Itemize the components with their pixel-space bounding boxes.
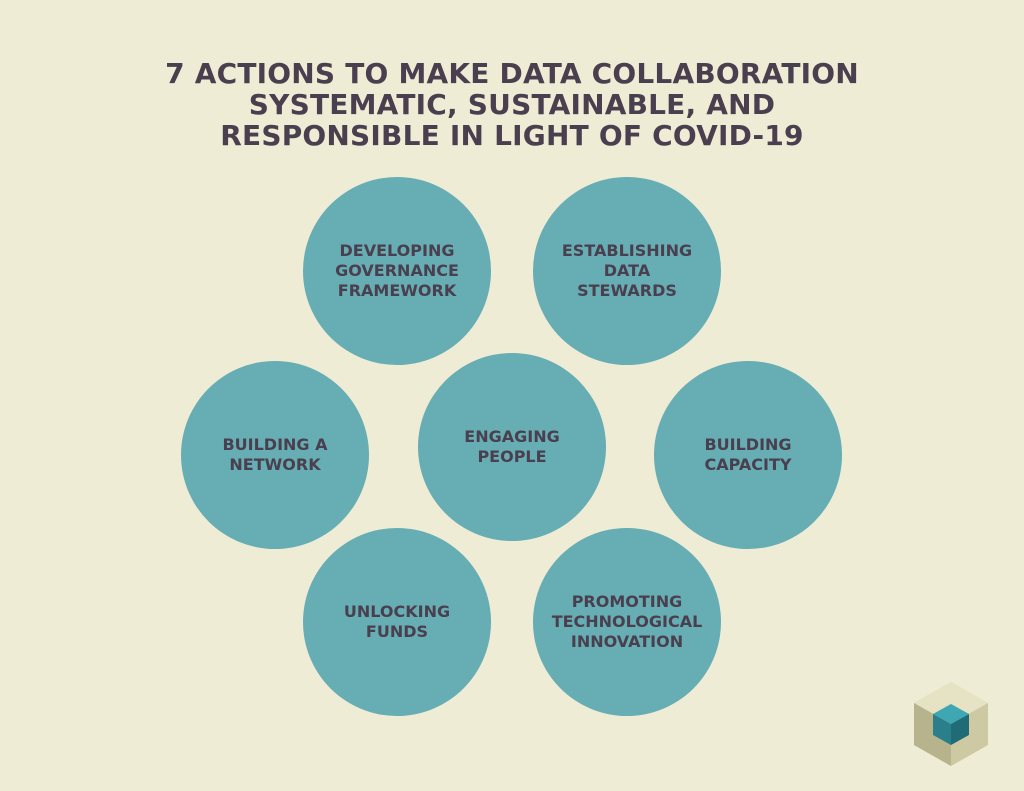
action-circle-building-capacity: BUILDING CAPACITY xyxy=(654,361,842,549)
action-circle-unlocking-funds: UNLOCKING FUNDS xyxy=(303,528,491,716)
action-label: PROMOTING TECHNOLOGICAL INNOVATION xyxy=(551,592,703,651)
action-circle-governance-framework: DEVELOPING GOVERNANCE FRAMEWORK xyxy=(303,177,491,365)
action-label: ESTABLISHING DATA STEWARDS xyxy=(561,241,693,300)
title-line-2: SYSTEMATIC, SUSTAINABLE, AND xyxy=(248,88,776,121)
action-circle-building-network: BUILDING A NETWORK xyxy=(181,361,369,549)
action-label: BUILDING CAPACITY xyxy=(704,435,792,474)
action-label: UNLOCKING FUNDS xyxy=(343,602,451,641)
action-circle-engaging-people: ENGAGING PEOPLE xyxy=(418,353,606,541)
page-title: 7 ACTIONS TO MAKE DATA COLLABORATION SYS… xyxy=(0,58,1024,151)
action-label: ENGAGING PEOPLE xyxy=(464,427,560,466)
action-label: BUILDING A NETWORK xyxy=(222,435,328,474)
action-label: DEVELOPING GOVERNANCE FRAMEWORK xyxy=(335,241,459,300)
action-circle-data-stewards: ESTABLISHING DATA STEWARDS xyxy=(533,177,721,365)
title-line-3: RESPONSIBLE IN LIGHT OF COVID-19 xyxy=(220,119,804,152)
action-circle-technological-innovation: PROMOTING TECHNOLOGICAL INNOVATION xyxy=(533,528,721,716)
cube-logo-icon xyxy=(914,682,988,766)
title-line-1: 7 ACTIONS TO MAKE DATA COLLABORATION xyxy=(165,57,859,90)
